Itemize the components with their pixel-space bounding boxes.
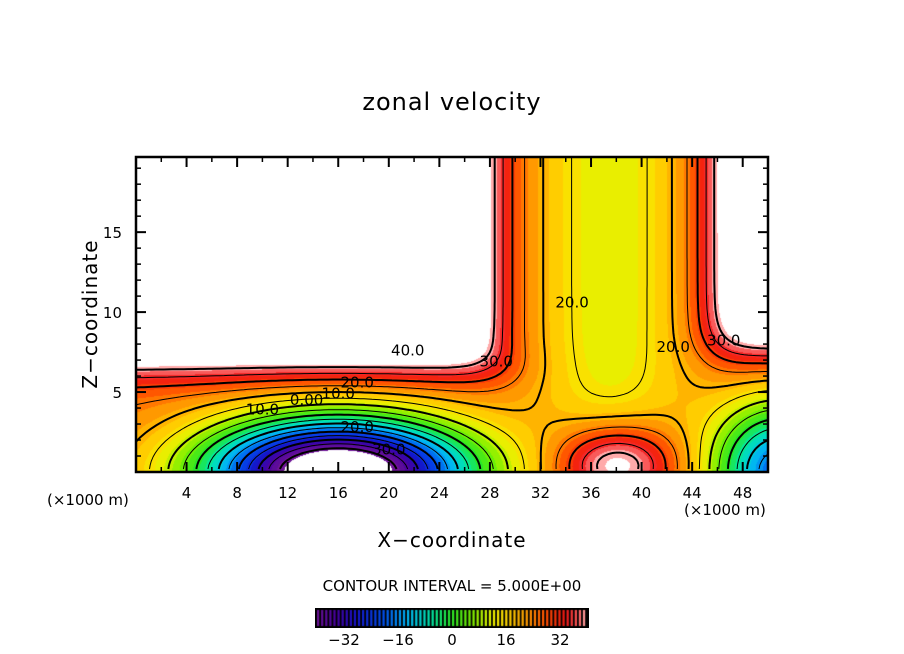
contour-label: 10.0 — [322, 384, 355, 402]
colorbar-tick-label: 32 — [550, 631, 569, 649]
contour-line — [135, 157, 768, 470]
x-unit-label-right: (×1000 m) — [684, 501, 766, 519]
y-axis-label: Z−coordinate — [78, 239, 102, 389]
x-tick-label: 24 — [430, 484, 449, 502]
y-tick-label: 10 — [103, 304, 122, 322]
contour-label: 30.0 — [480, 352, 513, 370]
x-tick-label: 8 — [232, 484, 242, 502]
contour-label: 20.0 — [340, 418, 373, 436]
contour-line — [182, 409, 769, 470]
contour-label: 20.0 — [340, 373, 373, 391]
x-tick-label: 32 — [531, 484, 550, 502]
y-tick-label: 15 — [103, 224, 122, 242]
colorbar-tick-label: 16 — [496, 631, 515, 649]
contour-line — [237, 430, 439, 470]
contour-label: 30.0 — [372, 440, 405, 458]
contour-label: 30.0 — [707, 332, 740, 350]
x-tick-label: 16 — [329, 484, 348, 502]
contour-line — [195, 413, 769, 470]
contour-line — [248, 435, 429, 470]
contour-line — [279, 447, 398, 470]
x-unit-label-left: (×1000 m) — [47, 491, 129, 509]
contour-line — [257, 438, 419, 470]
x-tick-label: 40 — [632, 484, 651, 502]
contour-line — [135, 157, 768, 470]
axis-ticks — [136, 157, 768, 472]
contour-line — [268, 443, 409, 470]
x-tick-label: 20 — [379, 484, 398, 502]
chart-title: zonal velocity — [362, 88, 542, 116]
y-tick-label: 5 — [112, 384, 122, 402]
plot-frame — [134, 155, 770, 474]
x-tick-label: 28 — [480, 484, 499, 502]
contour-label: 0.00 — [290, 391, 323, 409]
contour-line — [135, 157, 769, 470]
contour-line — [135, 157, 768, 470]
contour-line — [228, 427, 769, 470]
contour-line — [136, 157, 769, 470]
contour-label: 40.0 — [391, 341, 424, 359]
contour-lines — [135, 157, 769, 470]
contour-line — [207, 418, 769, 470]
contour-label: 10.0 — [246, 400, 279, 418]
colorbar — [315, 608, 589, 628]
colorbar-tick-label: −16 — [382, 631, 414, 649]
contour-interval-label: CONTOUR INTERVAL = 5.000E+00 — [322, 577, 582, 595]
x-tick-label: 12 — [278, 484, 297, 502]
x-tick-label: 4 — [182, 484, 192, 502]
colorbar-tick-labels: −32 −16 0 16 32 — [328, 631, 569, 649]
colorbar-tick-label: −32 — [328, 631, 360, 649]
colorbar-tick-label: 0 — [447, 631, 457, 649]
contour-label: 20.0 — [656, 338, 689, 356]
contour-line — [217, 422, 769, 470]
x-tick-label: 44 — [683, 484, 702, 502]
x-tick-label: 36 — [581, 484, 600, 502]
contour-line — [149, 157, 769, 470]
x-tick-label: 48 — [733, 484, 752, 502]
x-axis-label: X−coordinate — [377, 528, 527, 552]
contour-labels: 40.030.020.010.00.0010.020.030.020.020.0… — [246, 293, 741, 458]
contour-field — [136, 157, 768, 472]
contour-label: 20.0 — [555, 293, 588, 311]
